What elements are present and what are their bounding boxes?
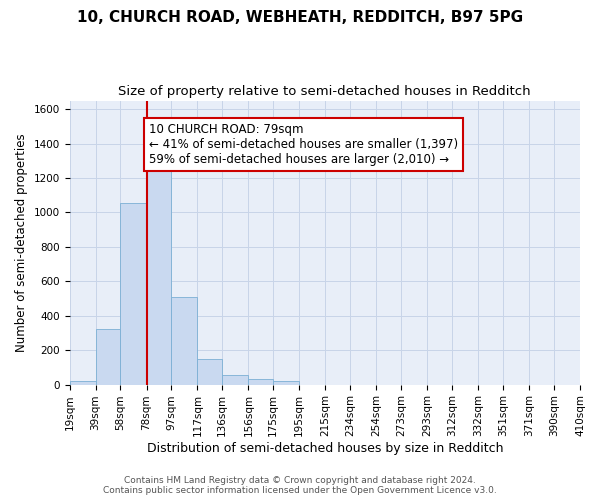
Bar [95,328,121,384]
Bar [146,161,172,384]
Text: Contains HM Land Registry data © Crown copyright and database right 2024.
Contai: Contains HM Land Registry data © Crown c… [103,476,497,495]
Bar [273,381,299,384]
Bar [70,381,95,384]
Bar [172,297,197,384]
Text: 10 CHURCH ROAD: 79sqm
← 41% of semi-detached houses are smaller (1,397)
59% of s: 10 CHURCH ROAD: 79sqm ← 41% of semi-deta… [149,123,458,166]
Y-axis label: Number of semi-detached properties: Number of semi-detached properties [15,134,28,352]
Bar [197,359,222,384]
Bar [248,380,273,384]
Text: 10, CHURCH ROAD, WEBHEATH, REDDITCH, B97 5PG: 10, CHURCH ROAD, WEBHEATH, REDDITCH, B97… [77,10,523,25]
Bar [121,203,146,384]
Bar [222,375,248,384]
X-axis label: Distribution of semi-detached houses by size in Redditch: Distribution of semi-detached houses by … [146,442,503,455]
Title: Size of property relative to semi-detached houses in Redditch: Size of property relative to semi-detach… [118,85,531,98]
